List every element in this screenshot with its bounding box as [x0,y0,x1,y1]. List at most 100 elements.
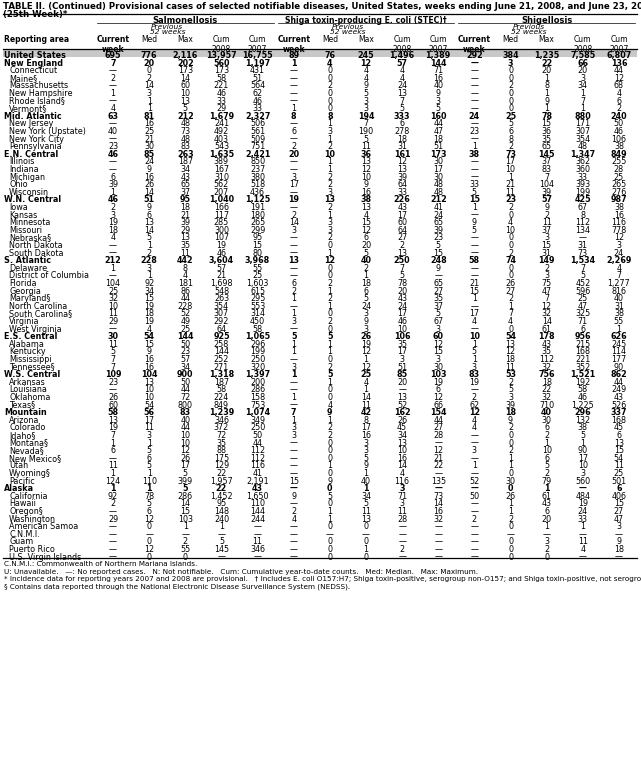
Text: 3: 3 [328,218,333,227]
Text: 78: 78 [541,112,553,121]
Text: 245: 245 [358,51,374,60]
Text: 1: 1 [472,142,477,151]
Text: 2: 2 [508,294,513,303]
Text: 26: 26 [506,279,515,288]
Text: 241: 241 [214,119,229,128]
Text: 24: 24 [614,249,624,258]
Text: 51: 51 [144,195,154,204]
Text: 3: 3 [617,522,621,531]
Text: 104: 104 [141,370,158,379]
Text: 61: 61 [542,492,552,501]
Text: 24: 24 [433,211,444,220]
Text: 29: 29 [108,515,118,524]
Text: 38: 38 [614,203,624,212]
Text: 66: 66 [433,401,444,410]
Text: 14: 14 [180,74,190,83]
Text: Nevada§: Nevada§ [9,446,44,455]
Text: Nebraska§: Nebraska§ [9,233,51,242]
Text: —: — [290,522,297,531]
Text: 6: 6 [147,507,152,516]
Text: 52: 52 [469,477,479,486]
Text: 0: 0 [508,233,513,242]
Text: 13: 13 [324,195,335,204]
Text: —: — [470,135,478,144]
Text: 1,277: 1,277 [608,279,630,288]
Text: 20: 20 [578,66,588,75]
Text: Oregon§: Oregon§ [9,507,43,516]
Text: 104: 104 [106,279,121,288]
Text: Idaho§: Idaho§ [9,431,35,440]
Text: 92: 92 [108,492,118,501]
Text: 52 weeks: 52 weeks [149,29,185,35]
Text: 2: 2 [399,241,404,250]
Text: —: — [579,553,587,562]
Text: —: — [470,165,478,174]
Text: 7: 7 [110,431,115,440]
Text: 0: 0 [508,545,513,554]
Text: 5: 5 [328,492,333,501]
Text: 2: 2 [328,142,333,151]
Text: 1: 1 [363,484,369,493]
Text: 20: 20 [144,59,154,68]
Text: 171: 171 [575,119,590,128]
Text: 2: 2 [508,515,513,524]
Text: 5: 5 [472,188,477,197]
Text: 5: 5 [147,461,152,470]
Text: 10: 10 [397,325,407,334]
Text: 86: 86 [180,287,190,296]
Text: 11: 11 [614,461,624,470]
Text: 16: 16 [361,188,371,197]
Text: 18: 18 [144,309,154,318]
Text: 43: 43 [397,294,407,303]
Text: 1: 1 [291,59,297,68]
Text: 0: 0 [508,66,513,75]
Text: 248: 248 [430,256,447,265]
Text: 11: 11 [361,401,371,410]
Text: —: — [109,530,117,539]
Text: 27: 27 [433,423,444,432]
Text: 4: 4 [399,469,404,478]
Text: 8: 8 [327,112,333,121]
Text: —: — [470,249,478,258]
Text: 0: 0 [328,522,333,531]
Text: 2: 2 [472,393,477,402]
Text: Arkansas: Arkansas [9,378,46,387]
Text: 1: 1 [472,340,477,349]
Text: 0: 0 [508,104,513,113]
Text: 18: 18 [361,279,371,288]
Text: 24: 24 [361,302,371,311]
Text: 21: 21 [180,211,190,220]
Text: 22: 22 [216,484,227,493]
Text: 26: 26 [108,393,118,402]
Text: 43: 43 [180,173,190,182]
Text: 5: 5 [399,104,404,113]
Text: 11: 11 [180,249,190,258]
Text: 393: 393 [575,180,590,189]
Text: 17: 17 [397,309,407,318]
Text: 30: 30 [506,477,515,486]
Text: 3: 3 [291,226,296,235]
Text: District of Columbia: District of Columbia [9,271,89,280]
Text: 39: 39 [506,401,515,410]
Text: 46: 46 [108,195,119,204]
Text: 20: 20 [288,150,299,159]
Text: 33: 33 [578,515,588,524]
Text: 32: 32 [542,363,552,372]
Text: 6: 6 [291,279,296,288]
Text: 26: 26 [506,492,515,501]
Text: 2: 2 [291,287,296,296]
Text: 16,755: 16,755 [242,51,273,60]
Text: —: — [470,66,478,75]
Text: 1: 1 [328,302,333,311]
Text: 39: 39 [397,173,407,182]
Text: Pacific: Pacific [9,477,35,486]
Text: 13: 13 [397,249,407,258]
Text: 17: 17 [361,423,371,432]
Text: 14: 14 [397,461,407,470]
Text: 20: 20 [542,515,552,524]
Text: 1: 1 [328,340,333,349]
Text: 83: 83 [542,165,552,174]
Text: E.N. Central: E.N. Central [4,150,58,159]
Text: 1: 1 [291,340,296,349]
Text: 58: 58 [217,74,226,83]
